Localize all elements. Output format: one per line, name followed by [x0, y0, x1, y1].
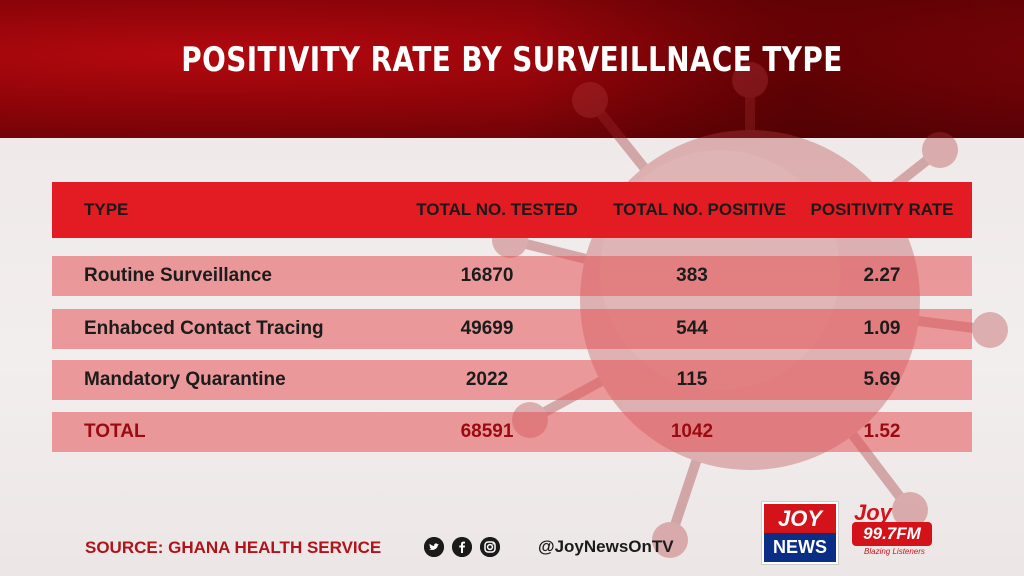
- page-title: POSITIVITY RATE BY SURVEILLNACE TYPE: [181, 40, 843, 80]
- joynews-logo-bottom: NEWS: [764, 533, 836, 562]
- total-tested: 68591: [460, 421, 514, 442]
- joyfm-logo-frequency: 99.7FM: [852, 522, 932, 546]
- joynews-logo-top: JOY: [764, 504, 836, 533]
- total-positive: 1042: [670, 421, 714, 442]
- table-header-row: TYPE TOTAL NO. TESTED TOTAL NO. POSITIVE…: [52, 182, 972, 238]
- virus-illustration: [492, 62, 1008, 558]
- facebook-icon[interactable]: [452, 537, 472, 557]
- joyfm-logo: Joy 99.7FM Blazing Listeners: [846, 500, 936, 560]
- row-type: Routine Surveillance: [84, 265, 272, 286]
- joyfm-logo-tagline: Blazing Listeners: [864, 547, 925, 556]
- row-type: Enhabced Contact Tracing: [84, 318, 324, 339]
- table-total-row: TOTAL 68591 1042 1.52: [52, 412, 972, 452]
- social-icons: [424, 536, 500, 558]
- header-positive: TOTAL NO. POSITIVE: [613, 200, 786, 219]
- social-handle[interactable]: @JoyNewsOnTV: [538, 537, 674, 556]
- top-banner: [0, 0, 1024, 138]
- row-rate: 1.09: [863, 318, 901, 339]
- row-tested: 49699: [460, 318, 514, 339]
- row-positive: 544: [676, 318, 708, 339]
- row-positive: 383: [676, 265, 708, 286]
- header-rate: POSITIVITY RATE: [810, 200, 954, 219]
- table-row: Enhabced Contact Tracing 49699 544 1.09: [52, 309, 972, 349]
- row-positive: 115: [676, 369, 708, 390]
- total-label: TOTAL: [84, 421, 146, 442]
- joynews-logo: JOY NEWS: [762, 502, 838, 564]
- header-type: TYPE: [84, 200, 129, 219]
- table-row: Mandatory Quarantine 2022 115 5.69: [52, 360, 972, 400]
- table-row: Routine Surveillance 16870 383 2.27: [52, 256, 972, 296]
- row-tested: 16870: [460, 265, 514, 286]
- instagram-icon[interactable]: [480, 537, 500, 557]
- total-rate: 1.52: [863, 421, 901, 442]
- row-rate: 5.69: [863, 369, 901, 390]
- header-tested: TOTAL NO. TESTED: [416, 200, 578, 219]
- row-type: Mandatory Quarantine: [84, 369, 286, 390]
- twitter-icon[interactable]: [424, 537, 444, 557]
- row-rate: 2.27: [863, 265, 901, 286]
- joyfm-logo-name: Joy: [854, 500, 892, 525]
- source-credit: SOURCE: GHANA HEALTH SERVICE: [85, 538, 382, 557]
- row-tested: 2022: [465, 369, 509, 390]
